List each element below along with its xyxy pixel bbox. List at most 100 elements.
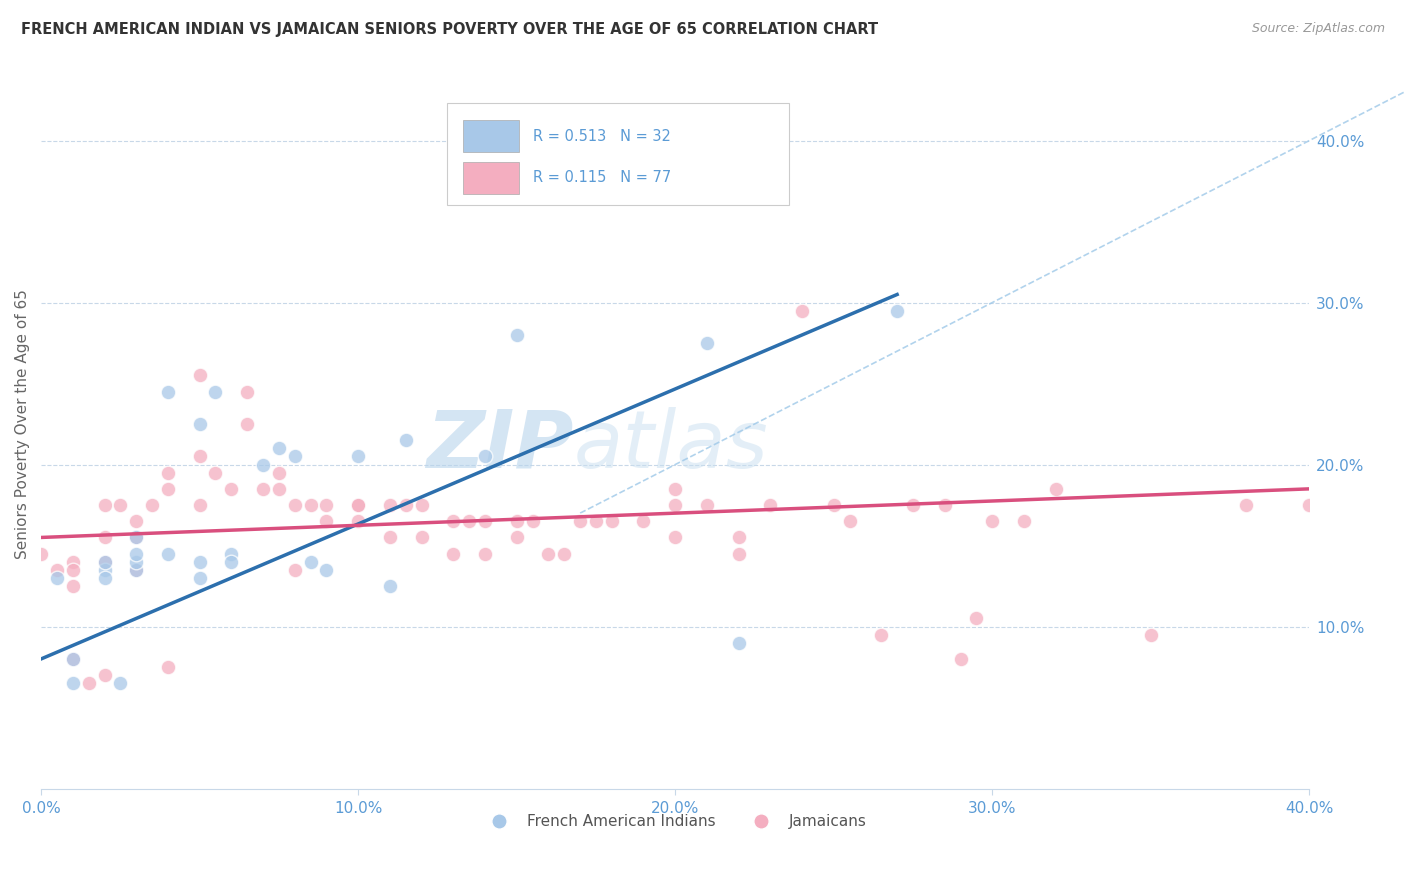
Point [411, 498, 433, 512]
Point [664, 498, 686, 512]
Point [93, 571, 115, 585]
Point [633, 514, 655, 528]
Point [1045, 482, 1067, 496]
Point [474, 547, 496, 561]
Y-axis label: Seniors Poverty Over the Age of 65: Seniors Poverty Over the Age of 65 [15, 289, 30, 559]
Point [315, 498, 337, 512]
Point [267, 482, 290, 496]
Point [93, 498, 115, 512]
Point [1234, 498, 1257, 512]
Point [46, 563, 69, 577]
Point [347, 498, 370, 512]
Point [315, 514, 337, 528]
Point [727, 531, 749, 545]
Point [696, 336, 718, 351]
Point [188, 417, 211, 431]
Point [77, 676, 100, 690]
Point [267, 466, 290, 480]
Point [474, 514, 496, 528]
Text: R = 0.513   N = 32: R = 0.513 N = 32 [533, 128, 671, 144]
Point [62, 652, 84, 666]
Point [347, 450, 370, 464]
Point [505, 328, 527, 343]
Text: FRENCH AMERICAN INDIAN VS JAMAICAN SENIORS POVERTY OVER THE AGE OF 65 CORRELATIO: FRENCH AMERICAN INDIAN VS JAMAICAN SENIO… [21, 22, 879, 37]
Point [284, 498, 307, 512]
Point [759, 498, 782, 512]
Point [569, 514, 592, 528]
Point [30, 547, 52, 561]
Point [505, 514, 527, 528]
Point [125, 547, 148, 561]
Point [664, 531, 686, 545]
Point [125, 555, 148, 569]
Point [110, 498, 132, 512]
Point [188, 498, 211, 512]
Point [965, 611, 987, 625]
Point [221, 555, 243, 569]
Point [315, 563, 337, 577]
Point [252, 458, 274, 472]
Point [236, 384, 259, 399]
Point [221, 482, 243, 496]
Point [110, 676, 132, 690]
Point [411, 531, 433, 545]
Point [204, 384, 226, 399]
Point [696, 498, 718, 512]
Point [46, 571, 69, 585]
Point [299, 498, 322, 512]
Point [1298, 498, 1320, 512]
Point [221, 547, 243, 561]
Point [125, 514, 148, 528]
Point [395, 434, 418, 448]
Point [93, 668, 115, 682]
Point [981, 514, 1004, 528]
Point [62, 579, 84, 593]
Point [949, 652, 972, 666]
Point [522, 514, 544, 528]
Point [441, 514, 464, 528]
Point [125, 563, 148, 577]
Point [156, 466, 179, 480]
Point [125, 531, 148, 545]
Point [125, 563, 148, 577]
Point [600, 514, 623, 528]
Point [156, 384, 179, 399]
Point [458, 514, 481, 528]
FancyBboxPatch shape [464, 120, 519, 153]
Point [1139, 627, 1161, 641]
Point [284, 450, 307, 464]
Point [664, 482, 686, 496]
FancyBboxPatch shape [464, 161, 519, 194]
Point [93, 531, 115, 545]
Point [252, 482, 274, 496]
Point [790, 303, 813, 318]
Point [901, 498, 924, 512]
Text: R = 0.115   N = 77: R = 0.115 N = 77 [533, 170, 672, 186]
Point [188, 555, 211, 569]
Point [727, 547, 749, 561]
Point [299, 555, 322, 569]
Point [585, 514, 607, 528]
Point [93, 555, 115, 569]
Point [204, 466, 226, 480]
Point [156, 660, 179, 674]
Point [347, 514, 370, 528]
Point [886, 303, 908, 318]
Point [267, 442, 290, 456]
Point [62, 555, 84, 569]
Point [93, 563, 115, 577]
Text: ZIP: ZIP [426, 407, 574, 485]
Point [553, 547, 575, 561]
Point [378, 579, 401, 593]
Point [156, 547, 179, 561]
Legend: French American Indians, Jamaicans: French American Indians, Jamaicans [478, 808, 873, 836]
Point [378, 531, 401, 545]
Point [188, 368, 211, 383]
Text: Source: ZipAtlas.com: Source: ZipAtlas.com [1251, 22, 1385, 36]
Point [141, 498, 163, 512]
Point [125, 531, 148, 545]
Point [93, 555, 115, 569]
Point [156, 482, 179, 496]
Point [62, 563, 84, 577]
Point [378, 498, 401, 512]
